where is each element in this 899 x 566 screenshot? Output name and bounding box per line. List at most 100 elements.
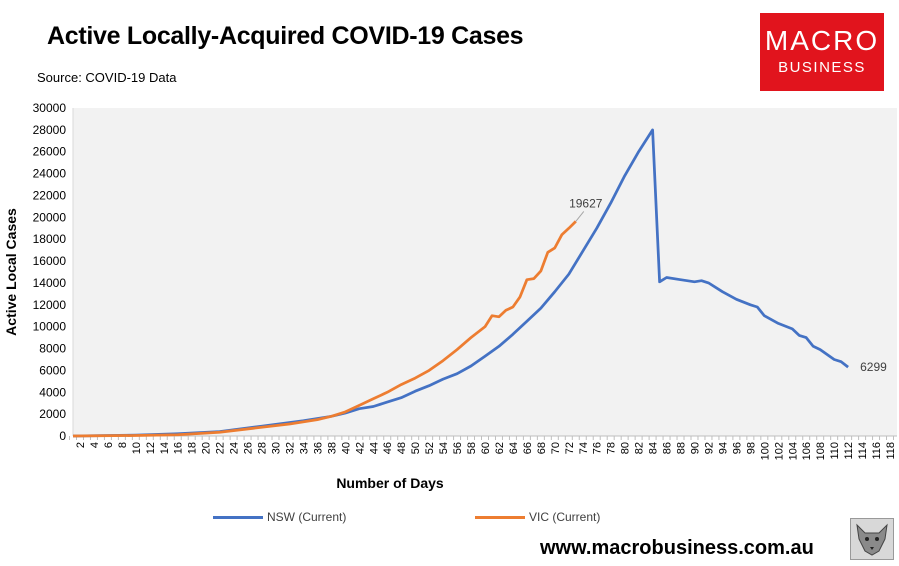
x-tick-label: 98 (745, 442, 757, 454)
x-tick-label: 80 (620, 442, 632, 454)
x-tick-label: 60 (480, 442, 492, 454)
y-tick-label: 6000 (39, 363, 66, 377)
x-tick-label: 118 (885, 442, 897, 460)
x-tick-label: 104 (787, 442, 799, 460)
x-tick-label: 26 (243, 442, 255, 454)
x-tick-label: 20 (201, 442, 213, 454)
x-tick-label: 10 (131, 442, 143, 454)
x-tick-label: 114 (857, 442, 869, 460)
y-tick-label: 4000 (39, 385, 66, 399)
x-tick-label: 56 (452, 442, 464, 454)
x-tick-label: 2 (75, 442, 87, 448)
annotation-nsw-last: 6299 (860, 360, 887, 374)
logo-line-2: BUSINESS (778, 59, 866, 76)
x-tick-label: 68 (536, 442, 548, 454)
x-tick-label: 24 (229, 442, 241, 454)
legend-swatch-nsw (213, 516, 263, 520)
x-tick-label: 28 (257, 442, 269, 454)
annotation-leader-vic (575, 211, 585, 222)
y-axis-label: Active Local Cases (3, 208, 19, 336)
x-tick-label: 102 (773, 442, 785, 460)
legend-item-vic: VIC (Current) (475, 510, 600, 524)
y-tick-label: 26000 (33, 145, 67, 159)
x-tick-label: 74 (578, 442, 590, 454)
chart-title: Active Locally-Acquired COVID-19 Cases (47, 22, 524, 50)
x-tick-label: 32 (284, 442, 296, 454)
x-tick-label: 82 (634, 442, 646, 454)
website-url: www.macrobusiness.com.au (540, 537, 814, 559)
x-tick-label: 64 (508, 442, 520, 454)
legend-swatch-vic (475, 516, 525, 520)
x-tick-label: 42 (354, 442, 366, 454)
x-tick-label: 12 (145, 442, 157, 454)
x-tick-label: 112 (843, 442, 855, 460)
y-tick-label: 22000 (33, 188, 67, 202)
x-tick-label: 96 (731, 442, 743, 454)
x-tick-label: 34 (298, 442, 310, 454)
x-tick-label: 86 (662, 442, 674, 454)
x-tick-label: 62 (494, 442, 506, 454)
y-tick-label: 2000 (39, 407, 66, 421)
series-layer (72, 128, 849, 438)
x-tick-label: 46 (382, 442, 394, 454)
y-tick-label: 16000 (33, 254, 67, 268)
x-tick-label: 16 (173, 442, 185, 454)
plot-area (73, 108, 897, 436)
x-tick-label: 110 (829, 442, 841, 460)
x-tick-label: 90 (689, 442, 701, 454)
x-tick-label: 54 (438, 442, 450, 454)
x-tick-label: 38 (326, 442, 338, 454)
y-tick-label: 12000 (33, 298, 67, 312)
x-axis-label: Number of Days (336, 475, 444, 491)
x-tick-label: 70 (550, 442, 562, 454)
y-axis: 0 2000 4000 6000 8000 10000 12000 14000 16000 180… (33, 101, 74, 443)
x-tick-label: 44 (368, 442, 380, 454)
y-tick-label: 14000 (33, 276, 67, 290)
x-tick-label: 106 (801, 442, 813, 460)
x-axis: 2 4 6 8 10 12 14 16 18 20 22 24 26 28 30 32 34 36 38 40 42 44… (69, 435, 897, 460)
x-tick-label: 108 (815, 442, 827, 460)
wolf-logo-icon (850, 518, 894, 560)
y-tick-label: 24000 (33, 167, 67, 181)
x-tick-label: 76 (592, 442, 604, 454)
legend-item-nsw: NSW (Current) (213, 510, 346, 524)
x-tick-label: 4 (89, 442, 101, 448)
legend-label-nsw: NSW (Current) (267, 510, 347, 524)
x-tick-label: 6 (103, 442, 115, 448)
x-tick-label: 8 (117, 442, 129, 448)
annotation-layer: 19627 6299 (569, 196, 887, 374)
x-tick-label: 40 (340, 442, 352, 454)
legend-label-vic: VIC (Current) (529, 510, 601, 524)
y-tick-label: 0 (59, 429, 66, 443)
x-tick-label: 66 (522, 442, 534, 454)
x-tick-label: 58 (466, 442, 478, 454)
series-line-nsw (72, 128, 849, 438)
x-tick-label: 94 (717, 442, 729, 454)
x-tick-label: 88 (676, 442, 688, 454)
x-tick-label: 30 (271, 442, 283, 454)
logo-line-1: MACRO (764, 25, 880, 56)
y-tick-label: 28000 (33, 123, 67, 137)
x-tick-label: 14 (159, 442, 171, 454)
x-tick-label: 72 (564, 442, 576, 454)
x-tick-label: 36 (312, 442, 324, 454)
x-tick-label: 78 (606, 442, 618, 454)
x-tick-label: 48 (396, 442, 408, 454)
x-tick-label: 92 (703, 442, 715, 454)
x-tick-label: 100 (759, 442, 771, 460)
x-tick-label: 50 (410, 442, 422, 454)
x-tick-label: 18 (187, 442, 199, 454)
macrobusiness-logo: MACRO BUSINESS (760, 13, 884, 91)
y-tick-label: 18000 (33, 232, 67, 246)
x-tick-label: 116 (871, 442, 883, 460)
x-tick-label: 22 (215, 442, 227, 454)
y-tick-label: 30000 (33, 101, 67, 115)
chart-source: Source: COVID-19 Data (37, 70, 177, 85)
x-tick-label: 52 (424, 442, 436, 454)
y-tick-label: 20000 (33, 210, 67, 224)
x-tick-label: 84 (648, 442, 660, 454)
annotation-vic-last: 19627 (569, 196, 603, 210)
series-line-vic (72, 220, 577, 438)
y-tick-label: 10000 (33, 320, 67, 334)
